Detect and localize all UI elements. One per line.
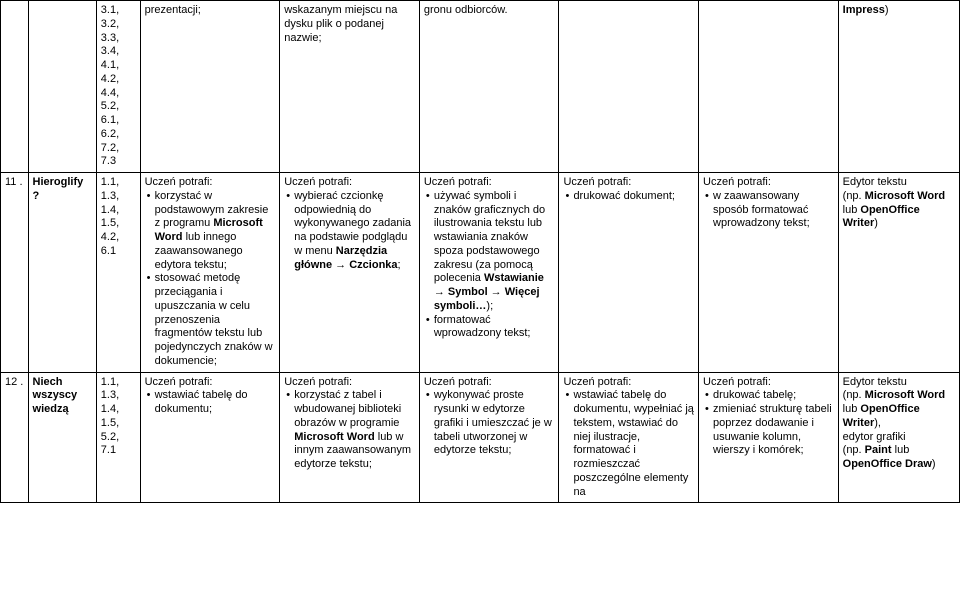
text-line: (np. Microsoft Word xyxy=(843,389,955,403)
text: ), xyxy=(874,417,881,429)
table-row: 12 . Niech wszyscy wiedzą 1.1, 1.3, 1.4,… xyxy=(1,372,960,503)
bullet-item: wybierać czcionkę odpowiednią do wykonyw… xyxy=(284,190,415,273)
bullet-item: korzystać z tabel i wbudowanej bibliotek… xyxy=(284,389,415,472)
cell-heading: Uczeń potrafi: xyxy=(145,176,276,190)
text: Edytor tekstu xyxy=(843,176,955,190)
cell-h xyxy=(699,1,839,173)
text: (np. xyxy=(843,444,865,456)
bullet-item: wykonywać proste rysunki w edytorze graf… xyxy=(424,389,555,458)
cell-i: Edytor tekstu (np. Microsoft Word lub Op… xyxy=(838,173,959,373)
text: edytor grafiki xyxy=(843,431,955,445)
text: ; xyxy=(398,259,401,271)
text-bold: Microsoft Word xyxy=(294,431,374,443)
text-bold: Czcionka xyxy=(349,259,397,271)
text: ); xyxy=(486,300,493,312)
cell-e: Uczeń potrafi: korzystać z tabel i wbudo… xyxy=(280,372,420,503)
cell-codes: 1.1, 1.3, 1.4, 1.5, 4.2, 6.1 xyxy=(96,173,140,373)
cell-d: Uczeń potrafi: korzystać w podstawowym z… xyxy=(140,173,280,373)
text-line: OpenOffice Draw) xyxy=(843,458,955,472)
text-bold: Symbol xyxy=(448,286,488,298)
cell-e: wskazanym miejscu na dysku plik o podane… xyxy=(280,1,420,173)
text: ) xyxy=(874,217,878,229)
text: (np. xyxy=(843,190,865,202)
cell-d: prezentacji; xyxy=(140,1,280,173)
text-bold: Wstawianie xyxy=(484,272,544,284)
cell-heading: Uczeń potrafi: xyxy=(563,176,694,190)
cell-topic: Hieroglify ? xyxy=(28,173,96,373)
bullet-item: wstawiać tabelę do dokumentu, wypełniać … xyxy=(563,389,694,499)
text: lub xyxy=(843,403,861,415)
text-bold: Paint xyxy=(865,444,892,456)
cell-heading: Uczeń potrafi: xyxy=(145,376,276,390)
text: → xyxy=(488,286,505,298)
cell-num xyxy=(1,1,29,173)
bullet-item: drukować tabelę; xyxy=(703,389,834,403)
text: → xyxy=(434,286,448,298)
text: używać symboli i znaków graficznych do i… xyxy=(434,190,545,285)
table-row: 3.1, 3.2, 3.3, 3.4, 4.1, 4.2, 4.4, 5.2, … xyxy=(1,1,960,173)
table-row: 11 . Hieroglify ? 1.1, 1.3, 1.4, 1.5, 4.… xyxy=(1,173,960,373)
text: ) xyxy=(885,4,889,16)
cell-h: Uczeń potrafi: w zaawansowany sposób for… xyxy=(699,173,839,373)
cell-i: Impress) xyxy=(838,1,959,173)
cell-codes: 1.1, 1.3, 1.4, 1.5, 5.2, 7.1 xyxy=(96,372,140,503)
text-bold: OpenOffice Draw xyxy=(843,458,932,470)
bullet-item: formatować wprowadzony tekst; xyxy=(424,314,555,342)
text-bold: Microsoft Word xyxy=(865,389,945,401)
cell-num: 12 . xyxy=(1,372,29,503)
text: (np. xyxy=(843,389,865,401)
cell-g: Uczeń potrafi: drukować dokument; xyxy=(559,173,699,373)
cell-heading: Uczeń potrafi: xyxy=(424,376,555,390)
curriculum-table: 3.1, 3.2, 3.3, 3.4, 4.1, 4.2, 4.4, 5.2, … xyxy=(0,0,960,503)
text: Edytor tekstu xyxy=(843,376,955,390)
text-bold: Microsoft Word xyxy=(865,190,945,202)
text-bold: Impress xyxy=(843,4,885,16)
text-line: lub OpenOffice Writer), xyxy=(843,403,955,431)
text-line: lub OpenOffice Writer) xyxy=(843,204,955,232)
cell-d: Uczeń potrafi: wstawiać tabelę do dokume… xyxy=(140,372,280,503)
text: ) xyxy=(932,458,936,470)
cell-num: 11 . xyxy=(1,173,29,373)
cell-codes: 3.1, 3.2, 3.3, 3.4, 4.1, 4.2, 4.4, 5.2, … xyxy=(96,1,140,173)
cell-f: Uczeń potrafi: używać symboli i znaków g… xyxy=(419,173,559,373)
cell-g: Uczeń potrafi: wstawiać tabelę do dokume… xyxy=(559,372,699,503)
cell-e: Uczeń potrafi: wybierać czcionkę odpowie… xyxy=(280,173,420,373)
text: lub xyxy=(892,444,910,456)
cell-topic: Niech wszyscy wiedzą xyxy=(28,372,96,503)
cell-f: gronu odbiorców. xyxy=(419,1,559,173)
bullet-item: korzystać w podstawowym zakresie z progr… xyxy=(145,190,276,273)
bullet-item: stosować metodę przeciągania i upuszczan… xyxy=(145,272,276,368)
cell-f: Uczeń potrafi: wykonywać proste rysunki … xyxy=(419,372,559,503)
cell-topic xyxy=(28,1,96,173)
cell-heading: Uczeń potrafi: xyxy=(284,176,415,190)
bullet-item: używać symboli i znaków graficznych do i… xyxy=(424,190,555,314)
bullet-item: drukować dokument; xyxy=(563,190,694,204)
text: → xyxy=(332,259,349,271)
bullet-item: w zaawansowany sposób formatować wprowad… xyxy=(703,190,834,231)
cell-heading: Uczeń potrafi: xyxy=(703,376,834,390)
bullet-item: zmieniać strukturę tabeli poprzez dodawa… xyxy=(703,403,834,458)
text-line: (np. Microsoft Word xyxy=(843,190,955,204)
cell-heading: Uczeń potrafi: xyxy=(563,376,694,390)
cell-heading: Uczeń potrafi: xyxy=(424,176,555,190)
cell-heading: Uczeń potrafi: xyxy=(703,176,834,190)
cell-heading: Uczeń potrafi: xyxy=(284,376,415,390)
text-line: (np. Paint lub xyxy=(843,444,955,458)
cell-h: Uczeń potrafi: drukować tabelę; zmieniać… xyxy=(699,372,839,503)
text: korzystać z tabel i wbudowanej bibliotek… xyxy=(294,389,401,429)
bullet-item: wstawiać tabelę do dokumentu; xyxy=(145,389,276,417)
cell-g xyxy=(559,1,699,173)
cell-i: Edytor tekstu (np. Microsoft Word lub Op… xyxy=(838,372,959,503)
text: lub xyxy=(843,204,861,216)
